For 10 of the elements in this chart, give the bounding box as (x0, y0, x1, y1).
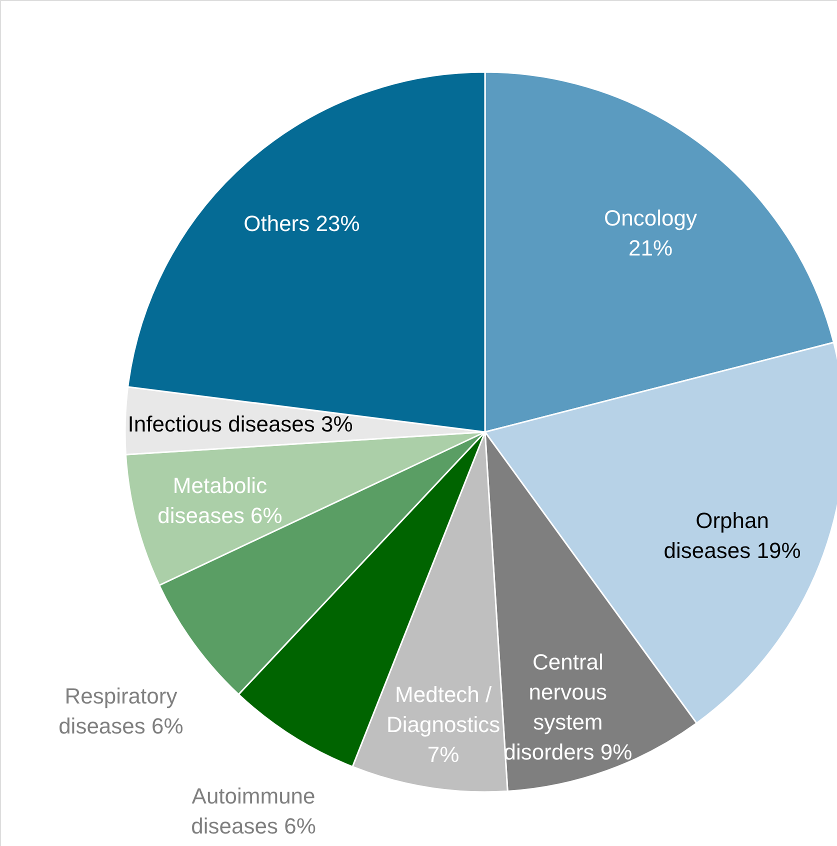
slice-label: Autoimmune diseases 6% (191, 784, 316, 839)
data-label: 7% (427, 742, 460, 768)
slice-label: Medtech / Diagnostics (386, 682, 500, 738)
slice-label: Respiratory diseases 6% (58, 684, 184, 739)
slice-label: Oncology (604, 206, 697, 231)
slice-label: Infectious diseases 3% (128, 411, 353, 436)
slice-label: Metabolic diseases 6% (158, 473, 282, 528)
data-label: 21% (628, 236, 673, 261)
slice-label: Orphan diseases 19% (664, 508, 801, 564)
slice-label: Others 23% (244, 211, 360, 236)
